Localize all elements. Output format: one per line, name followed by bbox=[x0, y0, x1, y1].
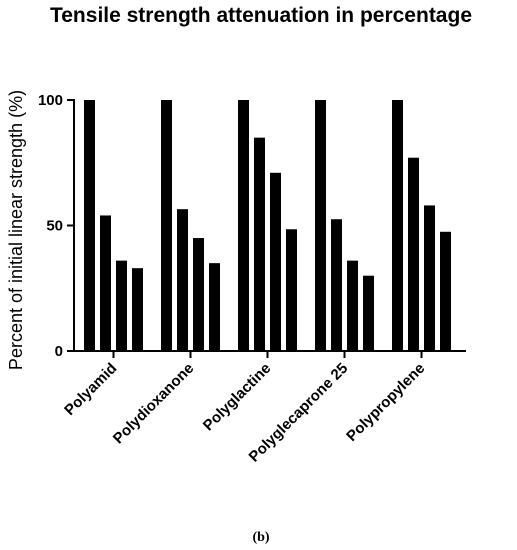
y-axis-label: Percent of initial linear strength (%) bbox=[6, 90, 26, 370]
bar bbox=[408, 157, 419, 351]
bar bbox=[254, 137, 265, 351]
y-tick-label: 50 bbox=[46, 218, 63, 235]
bar bbox=[84, 100, 95, 351]
bar bbox=[209, 263, 220, 351]
bar bbox=[193, 238, 204, 351]
bar bbox=[100, 215, 111, 351]
x-tick-label: Polydioxanone bbox=[110, 360, 197, 447]
bars-layer bbox=[84, 100, 451, 351]
bar bbox=[286, 229, 297, 351]
bar bbox=[116, 260, 127, 351]
bar bbox=[270, 172, 281, 351]
bar bbox=[363, 275, 374, 351]
bar bbox=[424, 205, 435, 351]
bar bbox=[315, 100, 326, 351]
bar bbox=[132, 268, 143, 351]
x-tick-label: Polyglactine bbox=[200, 360, 275, 435]
x-tick-label: Polypropylene bbox=[343, 360, 428, 445]
bar bbox=[347, 260, 358, 351]
chart-title: Tensile strength attenuation in percenta… bbox=[50, 4, 472, 27]
bar bbox=[331, 219, 342, 351]
bar bbox=[440, 231, 451, 351]
bar bbox=[177, 209, 188, 351]
bar bbox=[392, 100, 403, 351]
bar bbox=[238, 100, 249, 351]
y-tick-label: 100 bbox=[38, 92, 63, 109]
figure-caption: (b) bbox=[252, 530, 269, 545]
x-tick-label: Polyamid bbox=[61, 360, 120, 419]
bar bbox=[161, 100, 172, 351]
y-tick-label: 0 bbox=[55, 343, 63, 360]
